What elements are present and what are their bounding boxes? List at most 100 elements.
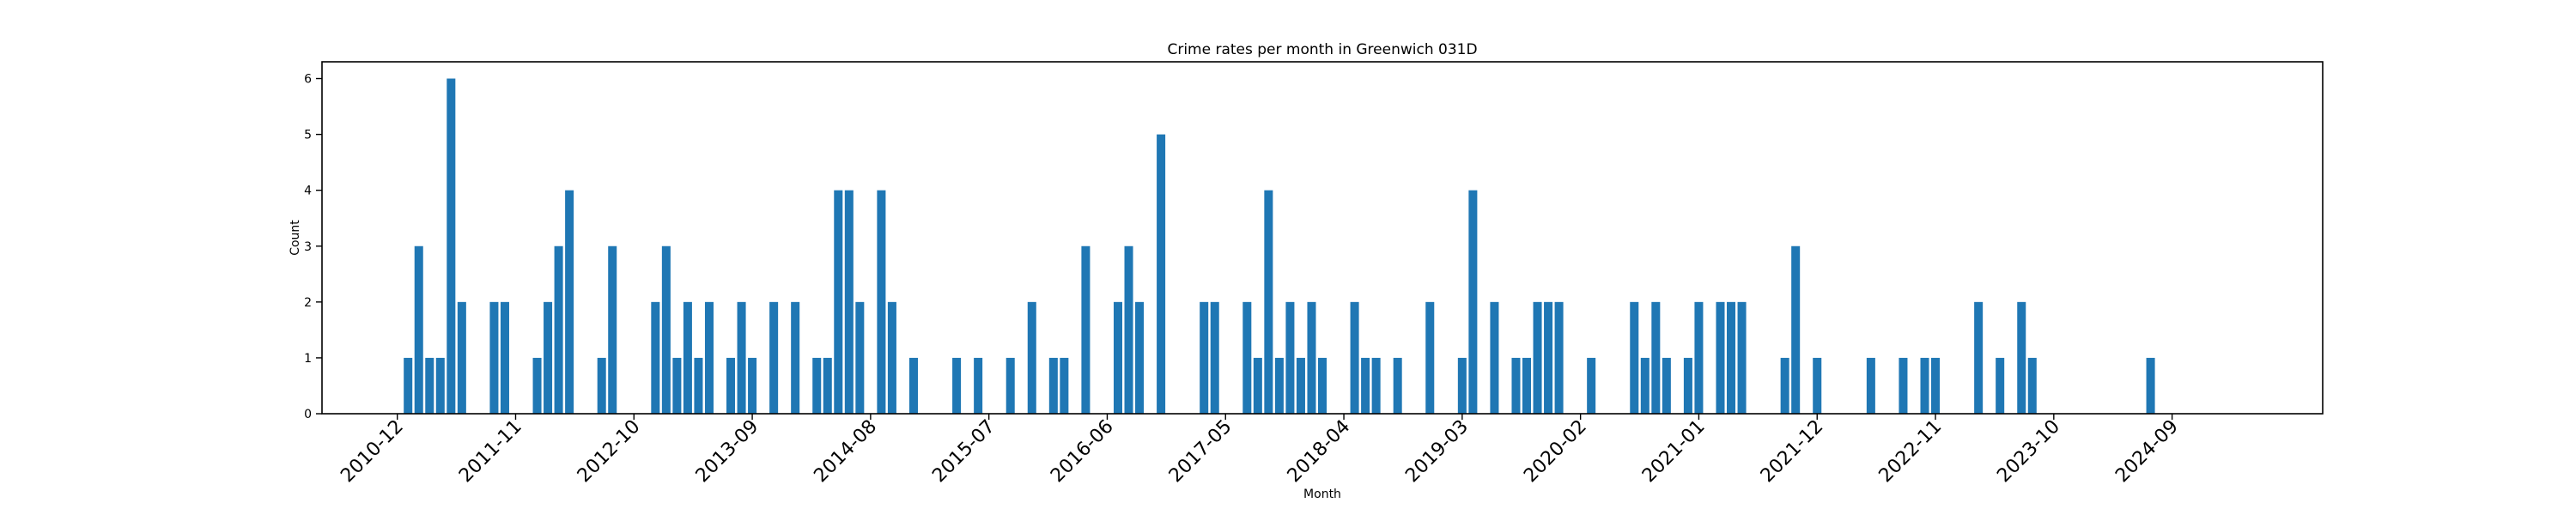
bar-2017-04 — [1210, 301, 1219, 414]
bar-2017-03 — [1200, 301, 1209, 414]
y-tick-label: 2 — [304, 296, 312, 310]
bar-2020-03 — [1587, 357, 1596, 414]
y-axis-label: Count — [289, 220, 302, 256]
bar-2011-09 — [489, 301, 499, 414]
bar-2015-04 — [952, 357, 962, 414]
bar-2012-02 — [544, 301, 553, 414]
bar-2018-06 — [1361, 357, 1370, 414]
bar-2020-07 — [1630, 301, 1639, 414]
bar-2014-10 — [887, 301, 896, 414]
bar-2011-05 — [447, 78, 456, 415]
y-tick-label: 1 — [304, 352, 312, 366]
bar-2012-12 — [651, 301, 660, 414]
bar-2023-03 — [1974, 301, 1984, 414]
bar-2014-03 — [812, 357, 822, 414]
bar-2014-06 — [844, 190, 854, 414]
bar-2016-07 — [1113, 301, 1122, 414]
bar-2019-06 — [1490, 301, 1499, 414]
bar-2012-08 — [608, 245, 617, 414]
bar-2013-08 — [737, 301, 746, 414]
bar-2011-03 — [425, 357, 434, 414]
y-tick-label: 5 — [304, 129, 312, 142]
bar-2015-06 — [974, 357, 983, 414]
bar-2021-05 — [1737, 301, 1747, 414]
bar-2020-09 — [1651, 301, 1661, 414]
bar-2017-07 — [1242, 301, 1252, 414]
bar-2013-04 — [694, 357, 703, 414]
chart-title: Crime rates per month in Greenwich 031D — [1167, 41, 1477, 58]
bar-2011-06 — [457, 301, 466, 414]
bar-2011-01 — [404, 357, 413, 414]
bar-2021-04 — [1727, 301, 1736, 414]
bar-2017-10 — [1274, 357, 1284, 414]
bar-2020-10 — [1662, 357, 1671, 414]
bar-2018-01 — [1307, 301, 1316, 414]
bar-2013-07 — [726, 357, 736, 414]
bar-2022-05 — [1866, 357, 1875, 414]
bar-2016-08 — [1124, 245, 1133, 414]
bar-2013-09 — [748, 357, 757, 414]
y-tick-label: 3 — [304, 240, 312, 254]
bar-2012-03 — [554, 245, 563, 414]
bar-2018-12 — [1425, 301, 1435, 414]
bar-2013-01 — [661, 245, 671, 414]
bar-2023-07 — [2017, 301, 2026, 414]
bar-2016-04 — [1081, 245, 1091, 414]
y-axis: 0 1 2 3 4 5 6 — [304, 73, 322, 421]
x-axis-label: Month — [1303, 488, 1341, 501]
bar-2012-07 — [597, 357, 606, 414]
bar-2017-12 — [1296, 357, 1305, 414]
bar-2021-10 — [1791, 245, 1801, 414]
bar-2022-08 — [1899, 357, 1908, 414]
bar-2019-04 — [1468, 190, 1478, 414]
bar-2016-02 — [1060, 357, 1069, 414]
plot-frame — [321, 61, 2324, 415]
bar-2021-01 — [1694, 301, 1704, 414]
bar-2012-04 — [565, 190, 574, 414]
bar-2017-08 — [1253, 357, 1262, 414]
bar-2017-09 — [1264, 190, 1273, 414]
bar-2014-12 — [908, 357, 918, 414]
bar-2018-02 — [1317, 357, 1327, 414]
bar-2024-07 — [2146, 357, 2155, 414]
bars — [404, 78, 2155, 415]
bar-2018-07 — [1371, 357, 1381, 414]
bar-2014-04 — [823, 357, 832, 414]
bar-2018-09 — [1393, 357, 1402, 414]
bar-2013-11 — [769, 301, 779, 414]
y-tick-label: 6 — [304, 73, 312, 87]
bar-2016-01 — [1048, 357, 1058, 414]
bar-2013-05 — [704, 301, 714, 414]
bar-2015-11 — [1027, 301, 1036, 414]
bar-2022-10 — [1920, 357, 1929, 414]
bar-2023-08 — [2027, 357, 2037, 414]
bar-2017-11 — [1285, 301, 1295, 414]
bar-2016-11 — [1157, 134, 1166, 414]
bar-2012-01 — [532, 357, 542, 414]
y-tick-label: 4 — [304, 185, 312, 198]
bar-2011-04 — [435, 357, 445, 414]
bar-2021-03 — [1716, 301, 1725, 414]
bar-2014-07 — [855, 301, 865, 414]
bar-2022-11 — [1931, 357, 1941, 414]
bar-2016-09 — [1135, 301, 1145, 414]
bar-2019-11 — [1544, 301, 1553, 414]
bar-2019-08 — [1511, 357, 1521, 414]
bar-2021-12 — [1813, 357, 1822, 414]
bar-2018-05 — [1350, 301, 1359, 414]
bar-2021-09 — [1780, 357, 1789, 414]
bar-2011-02 — [414, 245, 423, 414]
bar-2015-09 — [1005, 357, 1015, 414]
bar-2013-02 — [672, 357, 682, 414]
bar-2020-08 — [1640, 357, 1649, 414]
bar-2014-05 — [834, 190, 843, 414]
bar-2019-10 — [1533, 301, 1542, 414]
bar-2014-01 — [791, 301, 800, 414]
bar-2013-03 — [683, 301, 692, 414]
bar-2023-05 — [1996, 357, 2005, 414]
bar-2020-12 — [1683, 357, 1692, 414]
bar-2011-10 — [500, 301, 509, 414]
bar-2019-12 — [1554, 301, 1564, 414]
